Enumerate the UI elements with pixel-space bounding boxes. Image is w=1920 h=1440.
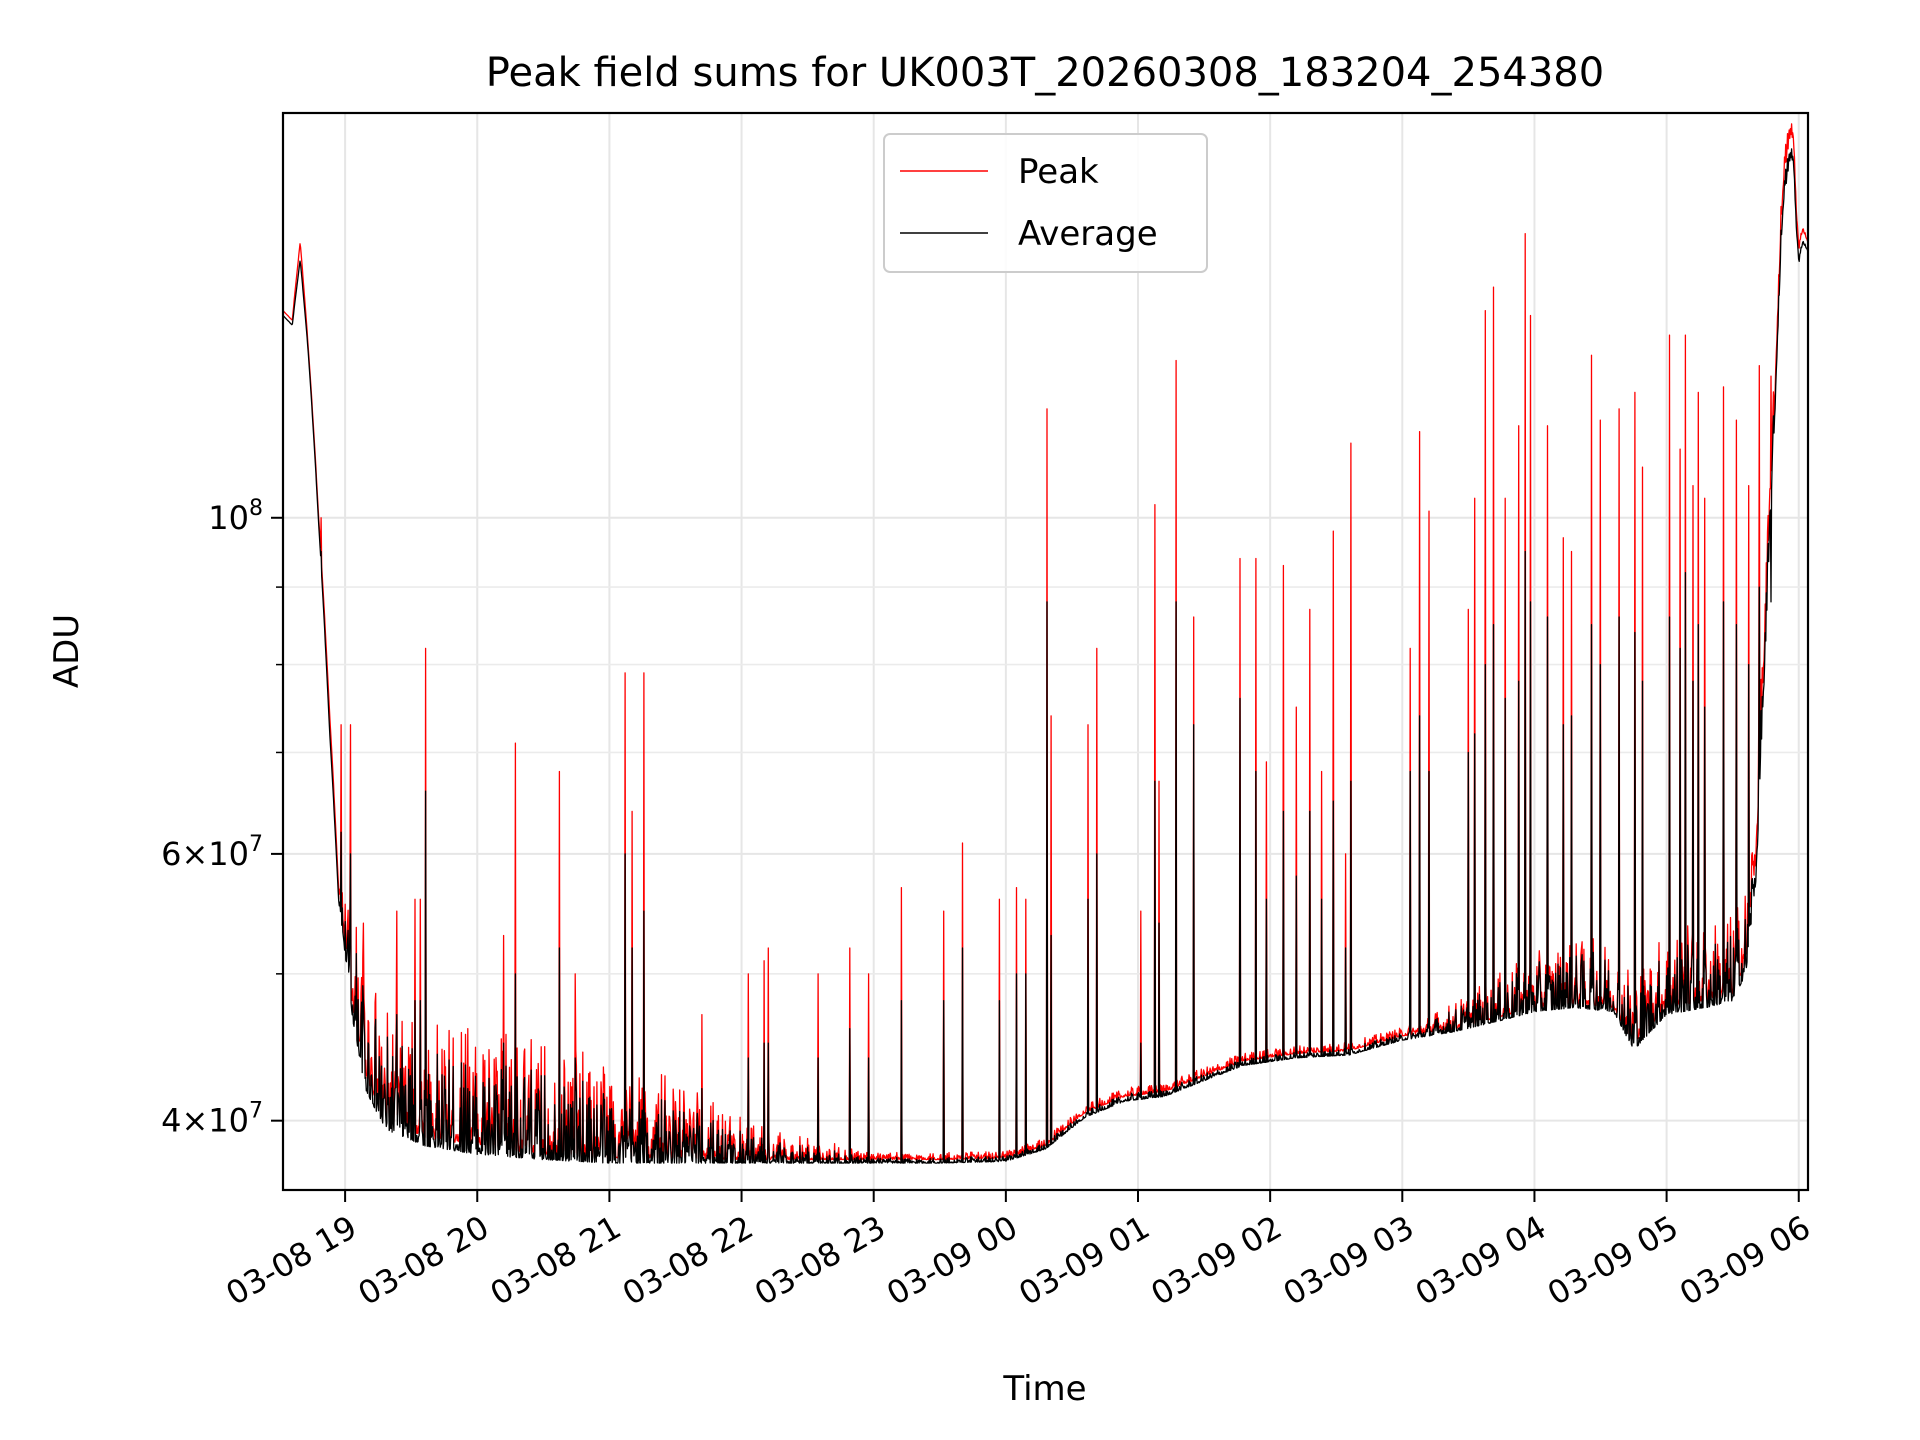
- series-line-average: [282, 148, 1809, 1164]
- y-axis-label: ADU: [47, 614, 87, 688]
- legend: Peak Average: [883, 133, 1208, 273]
- y-tick-label: 6×107: [161, 832, 263, 873]
- x-axis-label: Time: [1002, 1369, 1086, 1409]
- axes-frame: [281, 111, 1810, 1192]
- y-tick-label: 108: [208, 496, 263, 537]
- series-layer: [282, 123, 1809, 1164]
- tick-marks: [271, 516, 1800, 1202]
- legend-label-peak: Peak: [1018, 152, 1099, 192]
- y-tick-label: 4×107: [161, 1099, 263, 1140]
- legend-label-average: Average: [1018, 214, 1158, 254]
- legend-box: [883, 133, 1208, 273]
- chart-title: Peak field sums for UK003T_20260308_1832…: [486, 50, 1604, 96]
